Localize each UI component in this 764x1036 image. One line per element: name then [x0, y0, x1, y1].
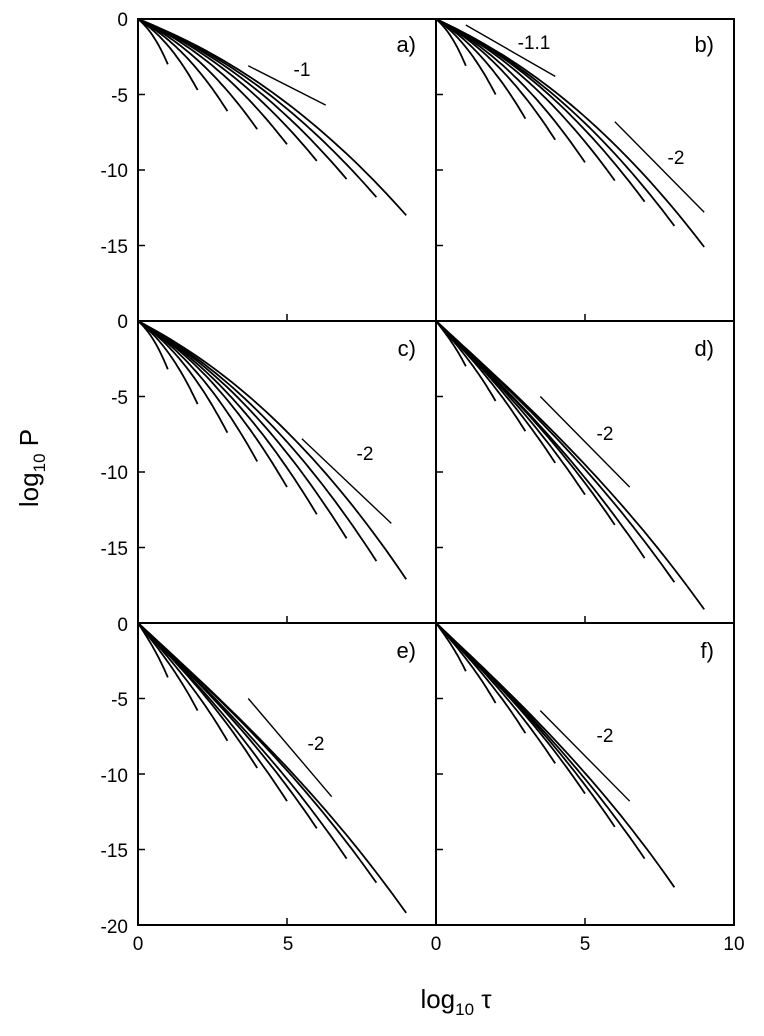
slope-label-d: -2	[597, 424, 614, 445]
slope-line-f-1	[539, 710, 631, 802]
y-tick-label-bottom-2: -10	[101, 766, 128, 787]
curve-b-3	[435, 18, 527, 120]
panel-label-e: e)	[396, 638, 416, 663]
y-axis-title: log10 P	[14, 429, 49, 507]
y-tick-label-top-2: -10	[101, 161, 128, 182]
x-tick-label-1: 5	[283, 934, 294, 955]
slope-label-c: -2	[357, 444, 374, 465]
curve-a-2	[137, 18, 199, 91]
curve-e-8	[137, 622, 378, 884]
y-tick-label-top-3: -15	[101, 237, 128, 258]
curve-d-7	[435, 320, 646, 559]
curve-c-9	[137, 320, 407, 580]
x-tick-label-4: 10	[723, 934, 744, 955]
y-tick-label-mid-3: -15	[101, 539, 128, 560]
x-axis-title: log10 τ	[420, 984, 492, 1019]
x-tick-label-2: 0	[431, 934, 442, 955]
slope-label-f: -2	[597, 726, 614, 747]
x-tick-label-0: 0	[133, 934, 144, 955]
curve-d-9	[435, 320, 705, 610]
panel-d	[435, 320, 705, 610]
panel-label-c: c)	[398, 336, 416, 361]
curve-b-1	[435, 18, 467, 67]
slope-label-b-2: -2	[668, 148, 685, 169]
curve-e-9	[137, 622, 407, 914]
curve-c-4	[137, 320, 258, 462]
curve-e-3	[137, 622, 229, 742]
panel-e	[137, 622, 407, 914]
y-tick-label-mid-2: -10	[101, 463, 128, 484]
curve-e-2	[137, 622, 199, 712]
slope-line-d-1	[539, 396, 631, 488]
slope-label-b-1: -1.1	[518, 33, 551, 54]
panels-group	[137, 18, 705, 914]
curve-c-6	[137, 320, 318, 515]
y-tick-label-bottom-0: 0	[117, 615, 128, 636]
x-tick-label-3: 5	[580, 934, 591, 955]
curve-e-5	[137, 622, 288, 802]
panel-label-f: f)	[701, 638, 714, 663]
curve-b-2	[435, 18, 497, 95]
y-tick-label-bottom-4: -20	[101, 917, 128, 938]
curve-b-9	[435, 18, 705, 248]
curve-b-5	[435, 18, 586, 163]
slope-line-b-2	[614, 121, 705, 213]
curve-c-8	[137, 320, 378, 562]
curve-a-3	[137, 18, 229, 112]
y-tick-label-mid-0: 0	[117, 312, 128, 333]
y-tick-label-top-0: 0	[117, 10, 128, 31]
slope-label-a: -1	[294, 60, 311, 81]
panel-label-a: a)	[396, 32, 416, 57]
slope-line-e-1	[247, 698, 333, 798]
y-tick-label-top-1: -5	[111, 86, 128, 107]
panel-c	[137, 320, 407, 580]
slope-line-a-1	[247, 65, 327, 106]
curve-e-1	[137, 622, 169, 678]
panel-b	[435, 18, 705, 248]
curve-a-1	[137, 18, 169, 65]
curve-a-9	[137, 18, 407, 216]
curve-f-8	[435, 622, 676, 888]
panel-label-b: b)	[694, 32, 714, 57]
slope-label-e: -2	[308, 734, 325, 755]
y-tick-label-bottom-3: -15	[101, 841, 128, 862]
ticks-group	[138, 93, 586, 925]
y-tick-label-mid-1: -5	[111, 388, 128, 409]
curve-e-7	[137, 622, 348, 860]
panel-label-d: d)	[694, 336, 714, 361]
panel-a	[137, 18, 407, 216]
y-tick-label-bottom-1: -5	[111, 690, 128, 711]
panel-f	[435, 622, 676, 888]
slope-line-c-1	[301, 438, 392, 524]
slope-line-b-1	[465, 24, 556, 77]
curve-a-4	[137, 18, 258, 130]
